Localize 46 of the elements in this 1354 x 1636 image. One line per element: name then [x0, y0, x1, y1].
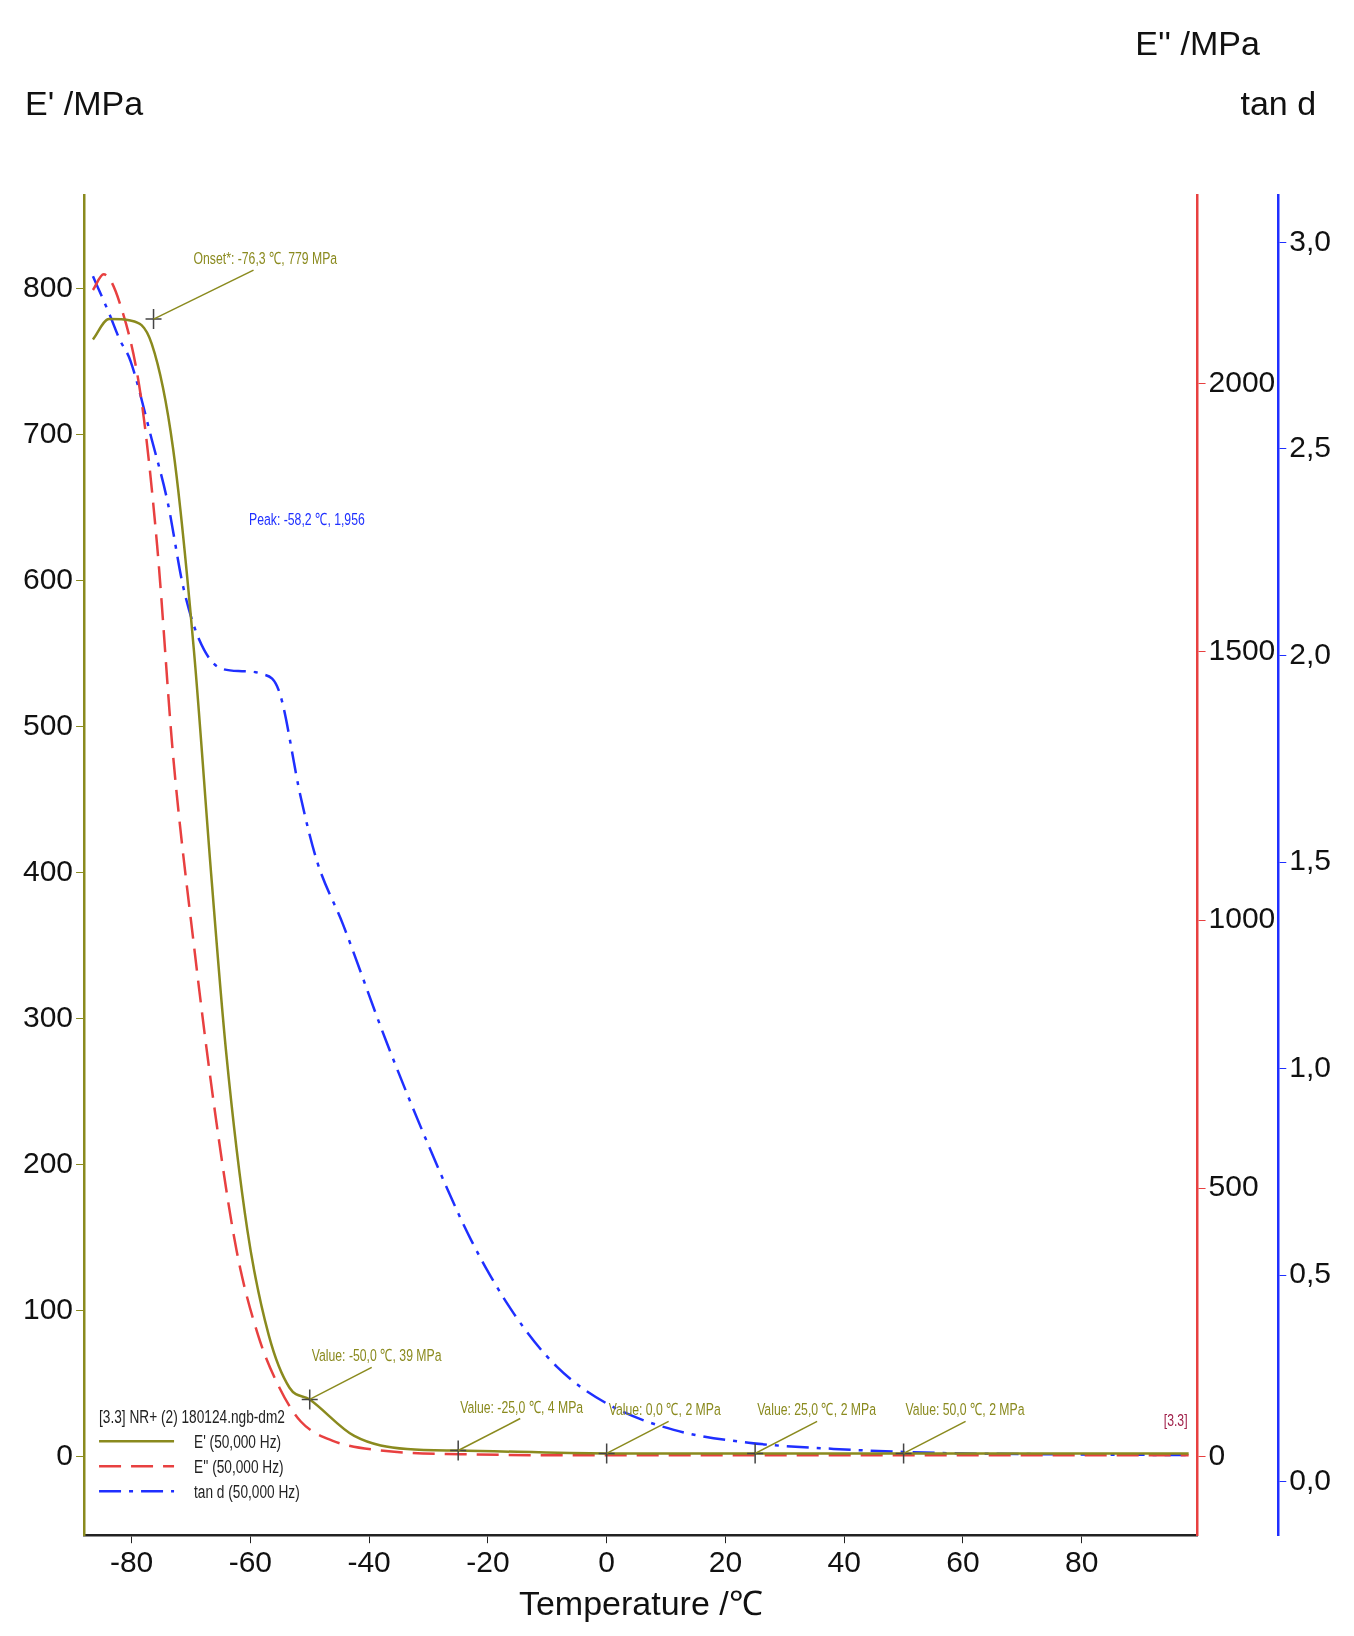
y3-tick-label: 1,5 [1289, 843, 1332, 877]
y2-tick-label: 1500 [1208, 633, 1276, 667]
x-tick-label: 60 [946, 1545, 980, 1579]
legend-label: E' (50,000 Hz) [194, 1430, 282, 1453]
y-axis-title: E' /MPa [25, 84, 144, 122]
legend-label: E'' (50,000 Hz) [194, 1455, 284, 1478]
legend-title: [3.3] NR+ (2) 180124.ngb-dm2 [99, 1405, 285, 1428]
y-tick-label: 200 [22, 1145, 74, 1179]
y-tick-label: 700 [22, 415, 74, 449]
annotation: [3.3] [1163, 1411, 1188, 1430]
x-tick-label: 20 [708, 1545, 743, 1579]
y3-tick-label: 3,0 [1289, 223, 1332, 257]
y3-axis-title: tan d [1240, 84, 1317, 122]
annotation: Value: -50,0 ℃, 39 MPa [311, 1346, 443, 1365]
y-tick-label: 500 [22, 707, 74, 741]
y3-tick-label: 2,0 [1289, 636, 1332, 670]
y2-tick-label: 1000 [1208, 901, 1276, 935]
y-tick-label: 400 [22, 853, 74, 887]
annotation: Value: 25,0 ℃, 2 MPa [757, 1400, 877, 1419]
annotation: Onset*: -76,3 ℃, 779 MPa [193, 249, 338, 268]
y2-tick-label: 500 [1208, 1169, 1259, 1203]
annotation: Peak: -58,2 ℃, 1,956 [249, 510, 365, 529]
y-tick-label: 0 [56, 1437, 74, 1471]
y2-axis-title: E'' /MPa [1135, 24, 1260, 62]
annotation: Value: 50,0 ℃, 2 MPa [905, 1400, 1026, 1419]
y-tick-label: 800 [22, 269, 74, 303]
x-tick-label: -80 [109, 1545, 154, 1579]
y-tick-label: 600 [22, 561, 74, 595]
y2-tick-label: 0 [1208, 1437, 1226, 1471]
y3-tick-label: 1,0 [1289, 1049, 1332, 1083]
annotation: Value: 0,0 ℃, 2 MPa [608, 1400, 722, 1419]
y-tick-label: 100 [22, 1291, 74, 1325]
x-tick-label: -20 [466, 1545, 510, 1579]
x-axis-title: Temperature /℃ [518, 1583, 763, 1622]
y3-tick-label: 2,5 [1289, 430, 1332, 464]
x-tick-label: 0 [598, 1545, 615, 1579]
x-tick-label: 40 [827, 1545, 861, 1579]
x-tick-label: 80 [1065, 1545, 1099, 1579]
y3-tick-label: 0,5 [1289, 1256, 1332, 1290]
y3-tick-label: 0,0 [1289, 1462, 1332, 1496]
legend-label: tan d (50,000 Hz) [194, 1480, 300, 1503]
x-tick-label: -40 [347, 1545, 391, 1579]
x-tick-label: -60 [228, 1545, 273, 1579]
y-tick-label: 300 [22, 999, 74, 1033]
y2-tick-label: 2000 [1208, 365, 1276, 399]
annotation: Value: -25,0 ℃, 4 MPa [460, 1397, 584, 1416]
